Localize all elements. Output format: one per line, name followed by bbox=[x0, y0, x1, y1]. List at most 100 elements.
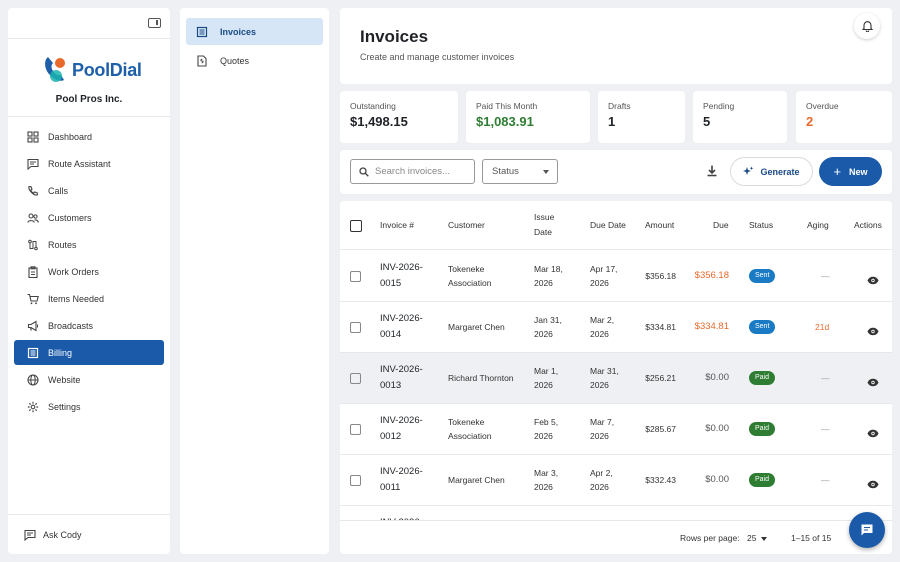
table-row[interactable]: INV-2026- 0013 Richard Thornton Mar 1, 2026 M… bbox=[340, 353, 892, 404]
customer-line1: Richard Thornton bbox=[448, 373, 514, 383]
sidebar-item-dashboard[interactable]: Dashboard bbox=[14, 124, 164, 149]
amount-due: $0.00 bbox=[705, 474, 729, 485]
sidebar-item-customers[interactable]: Customers bbox=[14, 205, 164, 230]
status-filter-select[interactable]: Status bbox=[482, 159, 558, 184]
sidebar-toggle-icon[interactable] bbox=[148, 18, 161, 28]
chat-icon bbox=[24, 529, 36, 541]
customer-line1: Tokeneke bbox=[448, 417, 485, 427]
sparkle-icon bbox=[743, 166, 754, 175]
due-date-line1: Apr 2, bbox=[590, 468, 613, 478]
table-row[interactable]: INV-2026- 0014 Margaret Chen Jan 31, 2026 Mar… bbox=[340, 302, 892, 353]
invoice-number-line2: 0012 bbox=[380, 431, 402, 442]
ask-cody-button[interactable]: Ask Cody bbox=[8, 514, 170, 554]
header-customer[interactable]: Customer bbox=[448, 220, 485, 230]
row-checkbox[interactable] bbox=[350, 475, 361, 486]
bell-icon bbox=[861, 21, 873, 32]
stat-value: $1,083.91 bbox=[476, 114, 534, 129]
sidebar-item-label: Website bbox=[48, 374, 81, 385]
due-date: Mar 31, 2026 bbox=[590, 364, 619, 392]
view-eye-icon[interactable] bbox=[867, 374, 879, 387]
status-badge: Sent bbox=[749, 320, 776, 334]
due-date-line2: 2026 bbox=[590, 278, 609, 288]
issue-date: Mar 18, 2026 bbox=[534, 262, 563, 290]
invoice-number[interactable]: INV-2026- 0014 bbox=[380, 311, 423, 343]
stat-pending: Pending 5 bbox=[693, 91, 787, 143]
logo[interactable]: PoolDial bbox=[42, 54, 142, 84]
globe-icon bbox=[26, 373, 39, 386]
download-icon[interactable] bbox=[705, 164, 719, 178]
stat-label: Paid This Month bbox=[476, 101, 538, 111]
invoice-number[interactable]: INV-2026- 0012 bbox=[380, 413, 423, 445]
stat-value: 2 bbox=[806, 114, 814, 129]
generate-button[interactable]: Generate bbox=[730, 157, 813, 186]
generate-label: Generate bbox=[760, 166, 800, 177]
customer-line2: Association bbox=[448, 431, 492, 441]
row-checkbox[interactable] bbox=[350, 424, 361, 435]
table-row[interactable]: INV-2026- 0012 Tokeneke Association Feb 5, 20… bbox=[340, 404, 892, 455]
subnav-item-label: Quotes bbox=[220, 55, 250, 66]
status-filter-label: Status bbox=[492, 166, 519, 177]
row-checkbox[interactable] bbox=[350, 322, 361, 333]
issue-date-line1: Mar 3, bbox=[534, 468, 559, 478]
table-row[interactable]: INV-2026- 0011 Margaret Chen Mar 3, 2026 Apr … bbox=[340, 455, 892, 506]
chat-fab-button[interactable] bbox=[849, 512, 885, 548]
sidebar-item-calls[interactable]: Calls bbox=[14, 178, 164, 203]
sidebar-item-broadcasts[interactable]: Broadcasts bbox=[14, 313, 164, 338]
sidebar-item-routes[interactable]: Routes bbox=[14, 232, 164, 257]
sidebar-item-settings[interactable]: Settings bbox=[14, 394, 164, 419]
table-row[interactable]: INV-2026- 0015 Tokeneke Association Mar 18, 2… bbox=[340, 251, 892, 302]
sidebar-item-website[interactable]: Website bbox=[14, 367, 164, 392]
header-due-date[interactable]: Due Date bbox=[590, 220, 626, 230]
aging-value: 21d bbox=[815, 322, 830, 332]
sidebar-item-items-needed[interactable]: Items Needed bbox=[14, 286, 164, 311]
view-eye-icon[interactable] bbox=[867, 425, 879, 438]
header-amount[interactable]: Amount bbox=[645, 220, 675, 230]
page-title: Invoices bbox=[360, 27, 429, 46]
select-all-checkbox[interactable] bbox=[350, 220, 362, 232]
people-icon bbox=[26, 211, 39, 224]
search-box[interactable] bbox=[350, 159, 475, 184]
chevron-down-icon bbox=[543, 170, 549, 174]
view-eye-icon[interactable] bbox=[867, 476, 879, 489]
billing-subnav: Invoices Quotes bbox=[180, 8, 329, 554]
subnav-item-quotes[interactable]: Quotes bbox=[186, 47, 323, 74]
search-input[interactable] bbox=[375, 166, 465, 177]
sidebar-item-route-assistant[interactable]: Route Assistant bbox=[14, 151, 164, 176]
status-badge: Sent bbox=[749, 269, 776, 283]
notifications-button[interactable] bbox=[854, 13, 880, 39]
aging-value: — bbox=[821, 475, 830, 485]
header-invoice[interactable]: Invoice # bbox=[380, 220, 415, 230]
new-invoice-button[interactable]: + New bbox=[819, 157, 882, 186]
invoice-number-line1: INV-2026- bbox=[380, 364, 423, 375]
stat-paid-this-month: Paid This Month $1,083.91 bbox=[466, 91, 590, 143]
invoice-number[interactable]: INV-2026- 0015 bbox=[380, 260, 423, 292]
view-eye-icon[interactable] bbox=[867, 323, 879, 336]
row-checkbox[interactable] bbox=[350, 271, 361, 282]
subnav-item-invoices[interactable]: Invoices bbox=[186, 18, 323, 45]
customer-line1: Tokeneke bbox=[448, 264, 485, 274]
invoice-number[interactable]: INV-2026- 0011 bbox=[380, 464, 423, 496]
chevron-down-icon[interactable] bbox=[761, 537, 767, 541]
stat-label: Pending bbox=[703, 101, 735, 111]
search-icon bbox=[359, 166, 369, 177]
header-issue-date[interactable]: Issue Date bbox=[534, 210, 554, 240]
due-date-line1: Mar 31, bbox=[590, 366, 619, 376]
aging-value: — bbox=[821, 424, 830, 434]
stat-overdue: Overdue 2 bbox=[796, 91, 892, 143]
clipboard-icon bbox=[26, 265, 39, 278]
rows-per-page-select[interactable]: 25 bbox=[747, 533, 757, 543]
subnav-item-label: Invoices bbox=[220, 26, 257, 37]
view-eye-icon[interactable] bbox=[867, 272, 879, 285]
sidebar-item-work-orders[interactable]: Work Orders bbox=[14, 259, 164, 284]
sidebar-item-billing[interactable]: Billing bbox=[14, 340, 164, 365]
header-issue-date-line1: Issue bbox=[534, 212, 555, 222]
header-aging[interactable]: Aging bbox=[807, 220, 829, 230]
invoice-number-line2: 0013 bbox=[380, 380, 402, 391]
header-due[interactable]: Due bbox=[713, 220, 729, 230]
header-status[interactable]: Status bbox=[749, 220, 774, 230]
chat-bubble-icon bbox=[861, 524, 873, 536]
issue-date-line2: 2026 bbox=[534, 482, 553, 492]
row-checkbox[interactable] bbox=[350, 373, 361, 384]
invoice-number[interactable]: INV-2026- 0013 bbox=[380, 362, 423, 394]
status-badge: Paid bbox=[749, 422, 776, 436]
